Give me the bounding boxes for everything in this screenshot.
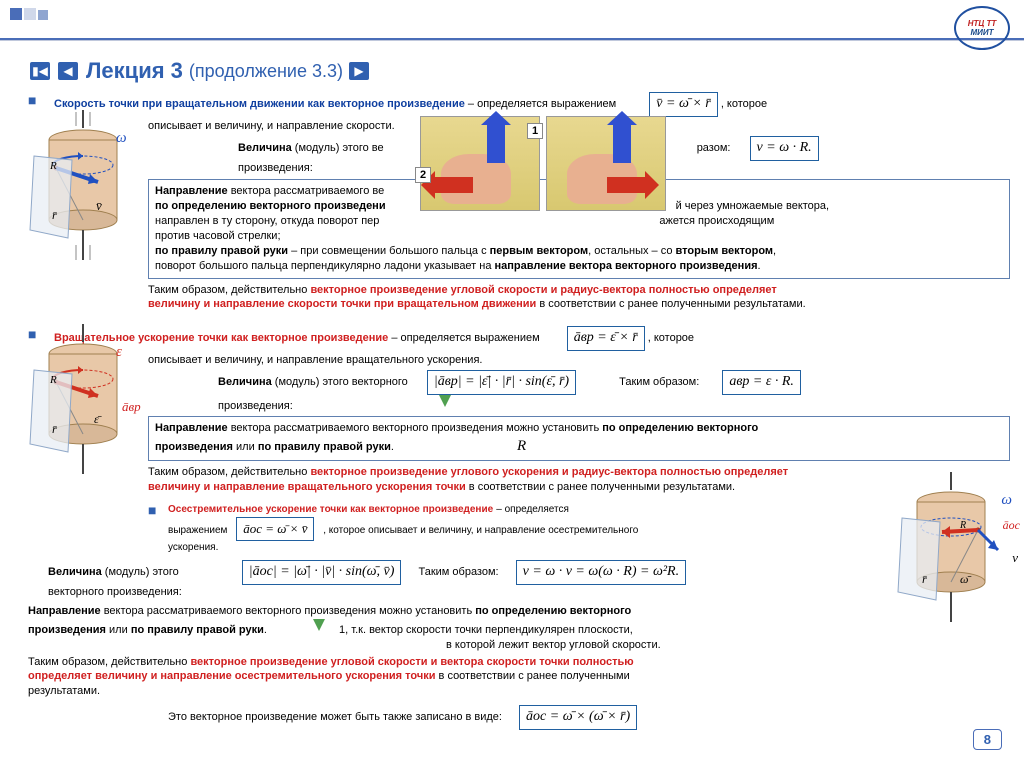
conclusion-1: Таким образом, действительно векторное п… [148,283,1010,313]
formula-final: āос = ω̄ × (ω̄ × r̄) [519,705,637,730]
final-line: Это векторное произведение может быть та… [168,705,1010,730]
bullet-icon: ■ [28,92,36,108]
s2-magnitude: Величина (модуль) этого векторного |āвр|… [218,370,1010,414]
formula-aoc: āос = ω̄ × v̄ [236,517,314,541]
formula-vw2: v = ω · v = ω(ω · R) = ω²R. [516,560,686,585]
hand-photo-2 [546,116,666,211]
nav-prev-icon[interactable]: ◀ [58,62,78,80]
formula-avr-mod: |āвр| = |ε̄| · |r̄| · sin(ε̄, r̄) [427,370,576,395]
page-number: 8 [973,729,1002,750]
label-R: R [50,160,57,172]
conclusion-2: Таким образом, действительно векторное п… [148,465,1010,495]
decorative-squares [10,8,50,23]
slide-header: ▮◀ ◀ Лекция 3 (продолжение 3.3) ▶ [30,58,371,84]
label-r3: r̄ [922,572,927,587]
conclusion-3: Таким образом, действительно векторное п… [28,655,1010,700]
s3-magnitude: Величина (модуль) этого |āос| = |ω̄| · |… [48,560,1010,600]
label-avr: āвр [122,399,141,415]
s1-lead: Скорость точки при вращательном движении… [54,98,465,110]
formula-aoc-mod: |āос| = |ω̄| · |v̄| · sin(ω̄, v̄) [242,560,402,585]
label-R3: R [960,520,966,531]
slide-content: ■ Скорость точки при вращательном движен… [28,92,1010,748]
s2-line2: описывает и величину, и направление вращ… [148,353,1010,368]
label-R-under: R [517,438,526,454]
direction-box-2: Направление вектора рассматриваемого век… [148,416,1010,461]
formula-v-wr: v = ω · R. [750,136,819,161]
nav-next-icon[interactable]: ▶ [349,62,369,80]
section-acceleration-rot: ■ Вращательное ускорение точки как векто… [28,326,1010,351]
lecture-title: Лекция 3 [86,58,183,84]
lecture-subtitle: (продолжение 3.3) [189,61,343,82]
formula-avr-er: aвр = ε · R. [722,370,801,395]
label-omega: ω [116,130,127,147]
cylinder-diagram-1: ω R r̄ v̄ [28,110,138,280]
logo-text-2: МИИТ [970,28,993,37]
label-v2: v [1012,550,1018,566]
label-epsbar: ε̄ [94,412,99,427]
formula-v-cross: v̄ = ω̄ × r̄ [649,92,717,117]
down-arrow-icon [310,619,328,633]
s1-tail: , которое [721,98,767,110]
hand-photo-1: 1 2 [420,116,540,211]
down-arrow-icon [436,395,454,409]
label-r2: r̄ [52,422,57,437]
label-omegabar: ω̄ [960,572,968,587]
label-R2: R [50,374,57,386]
label-aoc: āос [1003,518,1020,533]
s1-lead2: – определяется выражением [468,98,616,110]
label-v: v̄ [96,198,102,214]
section-centripetal: ■ Осестремительное ускорение точки как в… [168,502,1010,554]
bullet-icon: ■ [148,502,156,518]
logo-text-1: НТЦ ТТ [968,19,997,28]
header-rule [0,38,1024,41]
label-omega3: ω [1001,492,1012,509]
nav-first-icon[interactable]: ▮◀ [30,62,50,80]
label-eps: ε [116,344,122,361]
logo-badge: НТЦ ТТ МИИТ [954,6,1010,50]
cylinder-diagram-2: ε R r̄ ε̄ āвр [28,324,138,494]
label-r: r̄ [52,208,57,223]
badge-1: 1 [527,123,543,139]
top-bar: НТЦ ТТ МИИТ [0,0,1024,50]
direction-text-3: Направление вектора рассматриваемого век… [28,604,1010,653]
formula-avr: āвр = ε̄ × r̄ [567,326,645,351]
badge-2: 2 [415,167,431,183]
section-velocity: ■ Скорость точки при вращательном движен… [28,92,1010,117]
cylinder-diagram-3: ω R āос v r̄ ω̄ [896,472,1006,642]
